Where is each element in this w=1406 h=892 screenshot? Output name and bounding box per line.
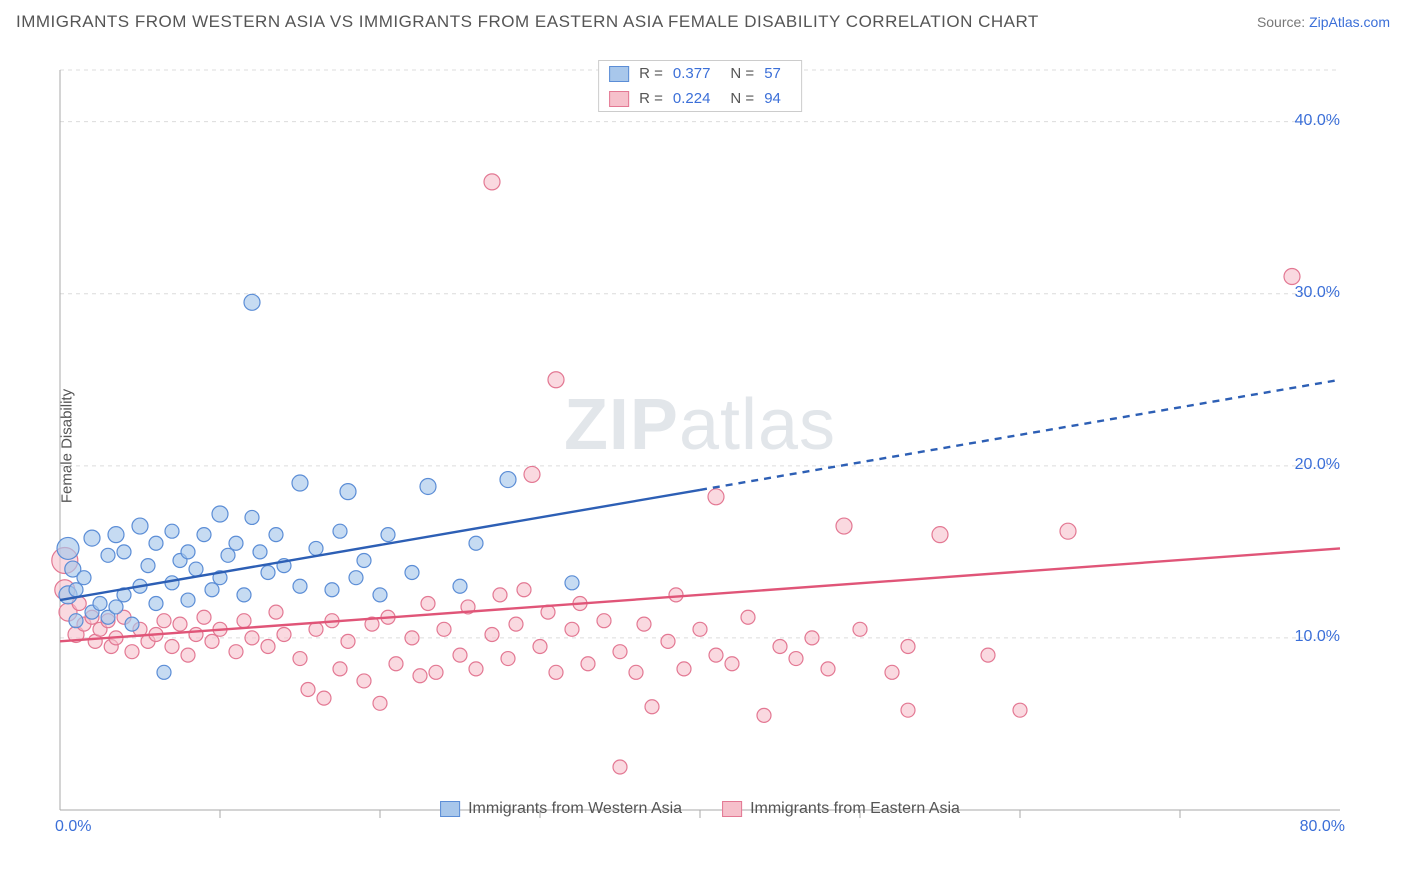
legend-stats: R =0.377 N =57 R =0.224 N =94	[598, 60, 802, 112]
x-tick-label: 80.0%	[1290, 818, 1345, 836]
y-tick-label: 10.0%	[1295, 628, 1340, 646]
legend-swatch	[722, 801, 742, 817]
legend-swatch	[609, 91, 629, 107]
y-tick-label: 20.0%	[1295, 456, 1340, 474]
legend-swatch	[440, 801, 460, 817]
source-label: Source: ZipAtlas.com	[1257, 14, 1390, 30]
source-link[interactable]: ZipAtlas.com	[1309, 14, 1390, 30]
chart-area: ZIPatlas R =0.377 N =57 R =0.224 N =94 1…	[50, 60, 1350, 820]
chart-svg	[50, 60, 1350, 820]
legend-series: Immigrants from Western Asia Immigrants f…	[440, 800, 960, 818]
legend-series-item: Immigrants from Eastern Asia	[722, 800, 960, 818]
legend-series-item: Immigrants from Western Asia	[440, 800, 682, 818]
y-tick-label: 30.0%	[1295, 284, 1340, 302]
legend-stats-row: R =0.224 N =94	[599, 86, 801, 111]
chart-title: IMMIGRANTS FROM WESTERN ASIA VS IMMIGRAN…	[16, 12, 1039, 32]
y-tick-label: 40.0%	[1295, 112, 1340, 130]
legend-swatch	[609, 66, 629, 82]
x-tick-label: 0.0%	[55, 818, 91, 836]
legend-stats-row: R =0.377 N =57	[599, 61, 801, 86]
